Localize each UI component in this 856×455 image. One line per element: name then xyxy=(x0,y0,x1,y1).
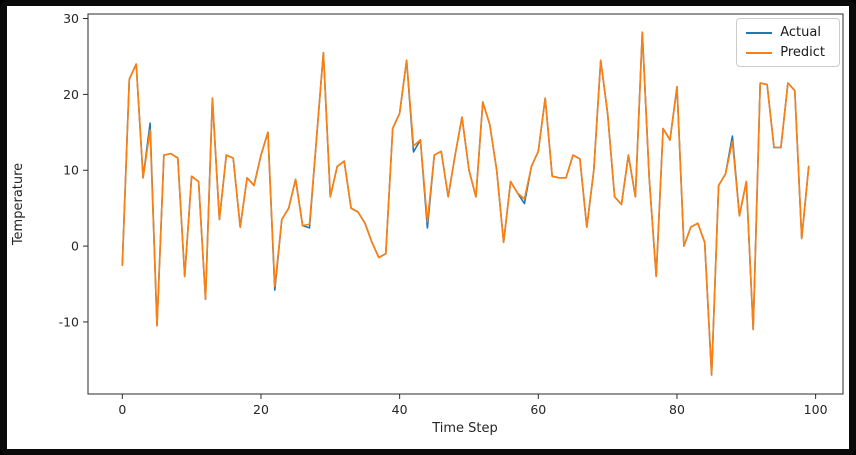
svg-text:40: 40 xyxy=(392,402,408,417)
legend: Actual Predict xyxy=(736,18,840,67)
legend-label-predict: Predict xyxy=(780,45,825,60)
legend-label-actual: Actual xyxy=(780,25,821,40)
legend-line-actual-icon xyxy=(746,31,773,34)
svg-text:20: 20 xyxy=(63,87,79,102)
legend-item-actual: Actual xyxy=(746,26,829,39)
svg-text:10: 10 xyxy=(63,163,79,178)
svg-text:30: 30 xyxy=(63,11,79,26)
svg-text:60: 60 xyxy=(530,402,546,417)
svg-text:0: 0 xyxy=(118,402,126,417)
x-axis-label: Time Step xyxy=(431,421,498,436)
y-axis-label: Temperature xyxy=(11,163,26,246)
line-chart: 0 20 40 60 80 100 -10 0 10 20 30 Time Step Tempera… xyxy=(11,11,844,436)
chart-figure: 0 20 40 60 80 100 -10 0 10 20 30 Time Step Tempera… xyxy=(7,6,849,449)
axes-group: 0 20 40 60 80 100 -10 0 10 20 30 xyxy=(59,11,844,417)
legend-line-predict-icon xyxy=(746,51,773,54)
svg-text:20: 20 xyxy=(253,402,269,417)
svg-text:80: 80 xyxy=(669,402,685,417)
svg-text:100: 100 xyxy=(804,402,828,417)
svg-text:-10: -10 xyxy=(59,314,79,329)
legend-item-predict: Predict xyxy=(746,46,829,59)
svg-text:0: 0 xyxy=(71,239,79,254)
